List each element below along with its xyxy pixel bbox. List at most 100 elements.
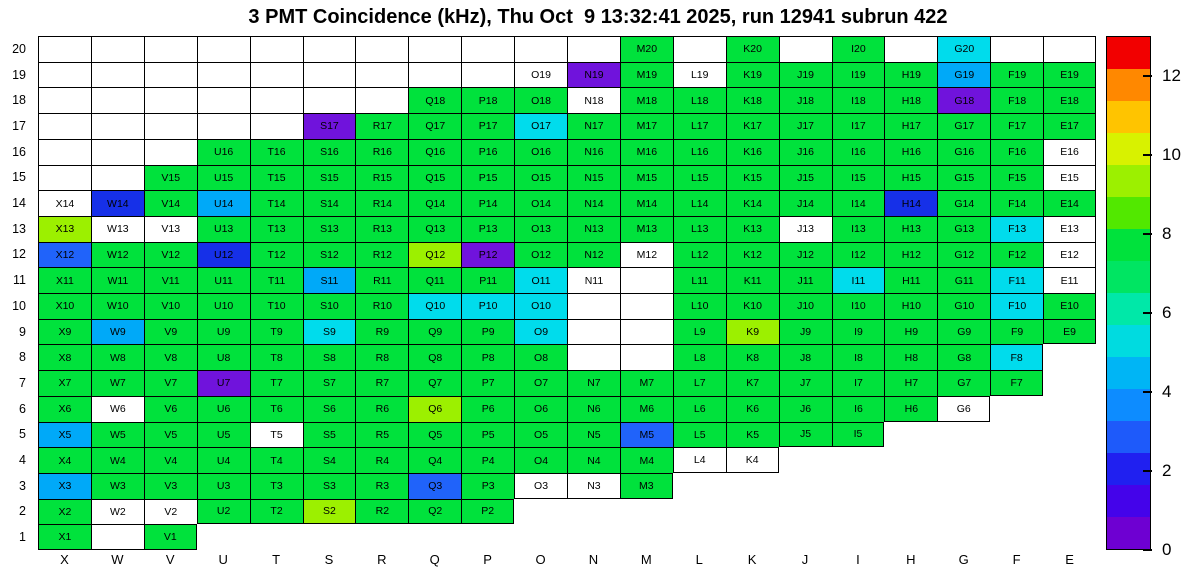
heatmap-cell: O15: [514, 164, 567, 191]
heatmap-cell: [567, 318, 620, 345]
heatmap-cell: F17: [990, 113, 1044, 139]
heatmap-cell: M5: [619, 421, 673, 448]
heatmap-cell: F10: [990, 293, 1044, 319]
heatmap-cell: N6: [567, 395, 620, 422]
cell-outside: [514, 499, 567, 525]
heatmap-cell: W7: [90, 370, 144, 396]
y-axis-label: 17: [12, 118, 26, 133]
heatmap-cell: X12: [38, 241, 91, 268]
cell-outside: [250, 524, 303, 550]
cell-outside: [303, 524, 356, 550]
heatmap-cell: K11: [725, 267, 779, 293]
heatmap-cell: [143, 61, 197, 88]
heatmap-cell: X2: [38, 498, 91, 525]
heatmap-cell: N4: [567, 447, 620, 473]
cell-outside: [726, 499, 779, 525]
heatmap-cell: E19: [1043, 61, 1096, 88]
cell-outside: [197, 524, 250, 550]
heatmap-cell: J10: [778, 293, 832, 319]
y-axis-label: 8: [19, 350, 26, 365]
heatmap-cell: J5: [778, 421, 832, 448]
heatmap-cell: T13: [249, 215, 303, 242]
heatmap-cell: T5: [249, 421, 303, 448]
heatmap-cell: L6: [672, 395, 726, 422]
colorbar-tick-mark: [1143, 74, 1152, 77]
y-axis-label: 11: [13, 273, 26, 288]
heatmap-cell: U14: [196, 190, 250, 216]
heatmap-cell: [249, 87, 303, 114]
heatmap-cell: V4: [143, 447, 197, 473]
heatmap-cell: S14: [302, 190, 356, 216]
heatmap-cell: O18: [514, 87, 567, 114]
heatmap-cell: [619, 293, 673, 319]
heatmap-cell: E13: [1043, 215, 1096, 242]
heatmap-cell: H10: [884, 293, 938, 319]
heatmap-cell: X8: [38, 344, 91, 371]
heatmap-cell: [249, 36, 303, 62]
y-axis-label: 1: [19, 530, 26, 545]
cell-outside: [990, 499, 1043, 525]
heatmap-cell: E15: [1043, 164, 1096, 191]
heatmap-cell: M16: [619, 138, 673, 165]
heatmap-cell: K17: [725, 113, 779, 139]
heatmap-cell: V3: [143, 472, 197, 499]
heatmap-cell: S3: [302, 472, 356, 499]
heatmap-cell: W2: [90, 498, 144, 525]
heatmap-cell: S5: [302, 421, 356, 448]
heatmap-cell: W8: [90, 344, 144, 371]
heatmap-cell: [196, 36, 250, 62]
heatmap-cell: K9: [725, 318, 779, 345]
heatmap-cell: S16: [302, 138, 356, 165]
heatmap-cell: M12: [619, 241, 673, 268]
heatmap-cell: Q8: [408, 344, 462, 371]
heatmap-cell: R16: [355, 138, 409, 165]
heatmap-cell: N19: [567, 61, 620, 88]
heatmap-cell: H13: [884, 215, 938, 242]
heatmap-cell: [514, 36, 567, 62]
heatmap-cell: S7: [302, 370, 356, 396]
y-axis-label: 18: [12, 93, 26, 108]
y-axis-label: 2: [19, 504, 26, 519]
heatmap-cell: P16: [461, 138, 515, 165]
heatmap-cell: [249, 113, 303, 139]
heatmap-cell: W3: [90, 472, 144, 499]
heatmap-cell: [38, 113, 91, 139]
heatmap-cell: G7: [937, 370, 991, 396]
heatmap-cell: [38, 61, 91, 88]
heatmap-cell: [302, 61, 356, 88]
heatmap-cell: G16: [937, 138, 991, 165]
heatmap-cell: [619, 318, 673, 345]
heatmap-cell: [567, 36, 620, 62]
x-axis-label: Q: [429, 552, 440, 567]
colorbar: 0 2 4 6 8 10 12: [1106, 36, 1196, 559]
heatmap-cell: K18: [725, 87, 779, 114]
heatmap-cell: U6: [196, 395, 250, 422]
heatmap-cell: V5: [143, 421, 197, 448]
cell-outside: [990, 524, 1043, 550]
cell-outside: [779, 473, 832, 499]
heatmap-cell: [567, 344, 620, 371]
heatmap-cell: O4: [514, 447, 567, 473]
cell-outside: [1043, 422, 1096, 448]
heatmap-cell: [90, 87, 144, 114]
heatmap-cell: U15: [196, 164, 250, 191]
y-axis-label: 19: [12, 67, 26, 82]
cell-outside: [937, 447, 990, 473]
cell-outside: [779, 447, 832, 473]
heatmap-cell: J14: [778, 190, 832, 216]
heatmap-cell: Q2: [408, 498, 462, 525]
heatmap-cell: [90, 164, 144, 191]
heatmap-cell: P15: [461, 164, 515, 191]
heatmap-cell: M3: [619, 472, 673, 499]
cell-outside: [1043, 370, 1096, 396]
cell-outside: [726, 473, 779, 499]
y-axis: 20 19 18 17 16 15 14 13 12 11 10 9 8 7 6 5 4 3 2 1: [0, 36, 34, 550]
cell-outside: [990, 396, 1043, 422]
heatmap-cell: J7: [778, 370, 832, 396]
heatmap-cell: H17: [884, 113, 938, 139]
heatmap-cell: M15: [619, 164, 673, 191]
chart-title: 3 PMT Coincidence (kHz), Thu Oct 9 13:32…: [248, 6, 948, 28]
heatmap-cell: G20: [937, 36, 991, 62]
heatmap-cell: P8: [461, 344, 515, 371]
heatmap-cell: I10: [831, 293, 885, 319]
